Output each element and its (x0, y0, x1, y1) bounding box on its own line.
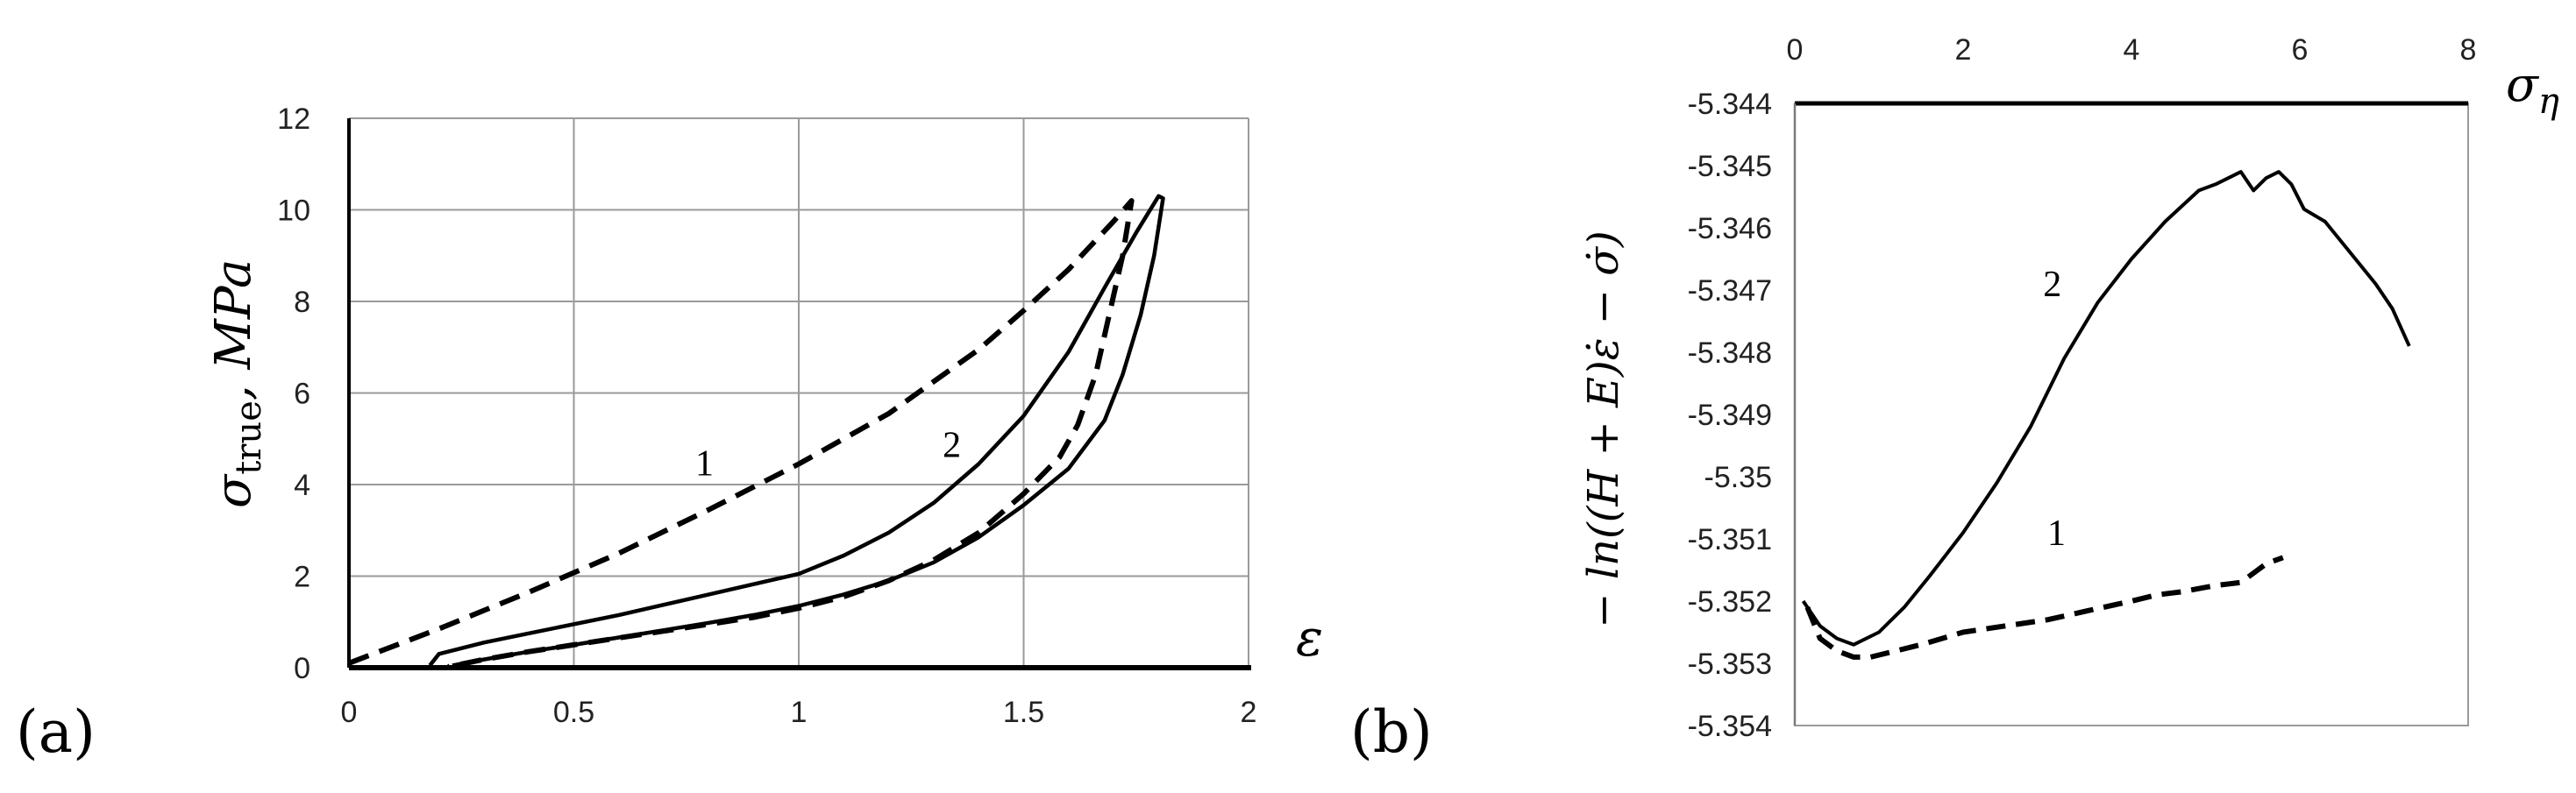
panel-b-y-tick-label: -5.348 (1688, 336, 1772, 370)
panel-b-y-tick-label: -5.347 (1688, 274, 1772, 308)
panel-b-y-tick-label: -5.352 (1688, 585, 1772, 619)
panel-a-series (347, 194, 1165, 669)
panel-a-curve-label: 2 (943, 426, 961, 466)
panel-b-series-1-line (1804, 555, 2284, 660)
panel-a-y-tick-label: 8 (294, 286, 310, 319)
panel-a-x-tick-label: 1 (791, 696, 808, 729)
panel-b-y-tick-label: -5.354 (1688, 710, 1772, 743)
panel-a-x-tick-label: 0.5 (553, 696, 594, 729)
panel-a-y-tick-label: 10 (277, 195, 310, 228)
panel-a-y-tick-label: 12 (277, 103, 310, 136)
panel-a-x-tick-label: 0 (341, 696, 358, 729)
panel-a-axes (347, 118, 1251, 670)
panel-a-x-tick-label: 2 (1241, 696, 1257, 729)
panel-a-series-1-line (347, 198, 1135, 669)
panel-b-x-tick-label: 2 (1955, 33, 1972, 67)
panel-b-curve-label: 1 (2047, 513, 2066, 554)
panel-b-x-axis-label: ση (2506, 57, 2559, 122)
panel-b-axes (1793, 101, 2469, 726)
panel-a-x-tick-label: 1.5 (1003, 696, 1044, 729)
panel-b-series (1801, 170, 2411, 660)
panel-b-series-2-line (1801, 170, 2411, 647)
panel-b-y-tick-label: -5.346 (1688, 212, 1772, 245)
panel-a-y-tick-label: 2 (294, 561, 310, 594)
panel-a-curve-label: 1 (695, 444, 714, 485)
panel-b-label: (b) (1350, 698, 1433, 766)
panel-b-plot-frame (1794, 103, 2469, 726)
panel-a-y-tick-label: 4 (294, 469, 310, 502)
panel-b-y-tick-label: -5.353 (1688, 648, 1772, 681)
panel-a-y-axis-label: σtrue, MPa (205, 259, 269, 508)
panel-b-curve-label: 2 (2043, 265, 2061, 305)
panel-b-annotations: 12 (2043, 265, 2066, 554)
panel-a-y-tick-label: 0 (294, 652, 310, 685)
panel-b-y-tick-label: -5.349 (1688, 399, 1772, 432)
panel-b-y-axis-label: − ln((H + E)ε̇ − σ̇) (1579, 230, 1628, 628)
panel-b-tick-labels: 0 2 4 6 8 -5.344 -5.345 -5.346 -5.347 -5.348 -5.34… (1688, 33, 2477, 743)
panel-b-y-tick-label: -5.345 (1688, 150, 1772, 183)
panel-a-grid (349, 117, 1249, 668)
panel-b-x-tick-label: 6 (2292, 33, 2309, 67)
panel-a-series-2-line (428, 194, 1165, 668)
panel-a-x-axis-label: ε (1296, 608, 1323, 668)
panel-a-label: (a) (16, 698, 96, 766)
panel-b-y-tick-label: -5.344 (1688, 88, 1772, 121)
panel-b-x-tick-label: 4 (2124, 33, 2140, 67)
panel-a-y-tick-label: 6 (294, 378, 310, 411)
panel-b-x-tick-label: 8 (2460, 33, 2477, 67)
panel-b-y-tick-label: -5.351 (1688, 523, 1772, 556)
panel-b-x-tick-label: 0 (1787, 33, 1804, 67)
panel-b-y-tick-label: -5.35 (1704, 461, 1773, 494)
panel-b-chart: 0 2 4 6 8 -5.344 -5.345 -5.346 -5.347 -5.348 -5.34… (1350, 33, 2559, 766)
